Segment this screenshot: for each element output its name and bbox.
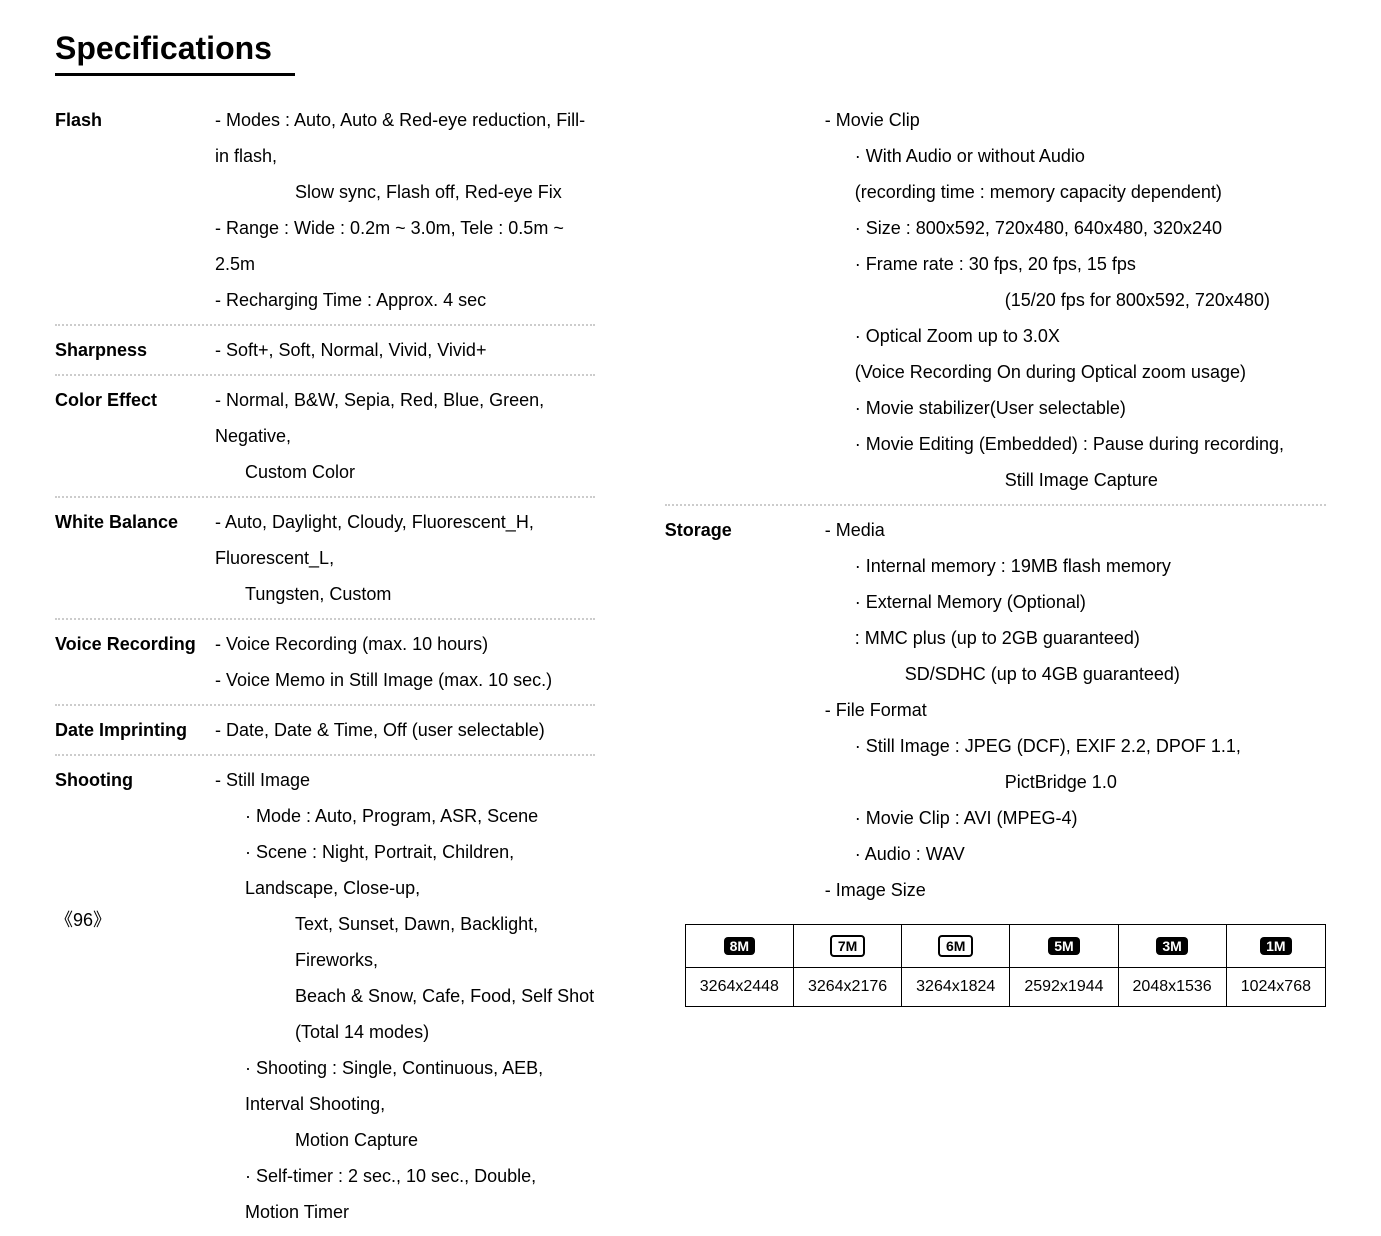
spec-label: White Balance bbox=[55, 504, 215, 540]
spec-line: Custom Color bbox=[215, 454, 595, 490]
spec-line: Tungsten, Custom bbox=[215, 576, 595, 612]
spec-body: - Modes : Auto, Auto & Red-eye reduction… bbox=[215, 102, 595, 318]
spec-row: Date Imprinting- Date, Date & Time, Off … bbox=[55, 706, 595, 756]
size-badge-cell: 1M bbox=[1226, 925, 1325, 968]
spec-line: · Movie stabilizer(User selectable) bbox=[825, 390, 1326, 426]
spec-line: (recording time : memory capacity depend… bbox=[825, 174, 1326, 210]
spec-line: : MMC plus (up to 2GB guaranteed) bbox=[825, 620, 1326, 656]
spec-row: White Balance- Auto, Daylight, Cloudy, F… bbox=[55, 498, 595, 620]
spec-line: Text, Sunset, Dawn, Backlight, Fireworks… bbox=[215, 906, 595, 978]
spec-line: PictBridge 1.0 bbox=[825, 764, 1326, 800]
page-number: 《96》 bbox=[55, 906, 111, 932]
size-value-cell: 3264x2176 bbox=[793, 968, 901, 1007]
spec-body: - Movie Clip· With Audio or without Audi… bbox=[825, 102, 1326, 498]
spec-line: - Modes : Auto, Auto & Red-eye reduction… bbox=[215, 102, 595, 174]
spec-line: (15/20 fps for 800x592, 720x480) bbox=[825, 282, 1326, 318]
spec-line: Motion Capture bbox=[215, 1122, 595, 1158]
size-badge: 1M bbox=[1260, 937, 1291, 955]
spec-line: · Movie Clip : AVI (MPEG-4) bbox=[825, 800, 1326, 836]
size-value-cell: 2592x1944 bbox=[1010, 968, 1118, 1007]
spec-label: Date Imprinting bbox=[55, 712, 215, 748]
spec-line: - Voice Memo in Still Image (max. 10 sec… bbox=[215, 662, 595, 698]
spec-line: - Media bbox=[825, 512, 1326, 548]
spec-line: - Recharging Time : Approx. 4 sec bbox=[215, 282, 595, 318]
spec-label: Shooting bbox=[55, 762, 215, 798]
spec-row: Sharpness- Soft+, Soft, Normal, Vivid, V… bbox=[55, 326, 595, 376]
size-badge: 5M bbox=[1048, 937, 1079, 955]
spec-body: - Auto, Daylight, Cloudy, Fluorescent_H,… bbox=[215, 504, 595, 612]
spec-row: Flash- Modes : Auto, Auto & Red-eye redu… bbox=[55, 96, 595, 326]
size-badge-cell: 6M bbox=[902, 925, 1010, 968]
spec-line: · Optical Zoom up to 3.0X bbox=[825, 318, 1326, 354]
spec-line: - Still Image bbox=[215, 762, 595, 798]
spec-line: · Self-timer : 2 sec., 10 sec., Double, … bbox=[215, 1158, 595, 1230]
spec-line: · Still Image : JPEG (DCF), EXIF 2.2, DP… bbox=[825, 728, 1326, 764]
size-value-cell: 1024x768 bbox=[1226, 968, 1325, 1007]
size-badge-cell: 5M bbox=[1010, 925, 1118, 968]
spec-row: Color Effect- Normal, B&W, Sepia, Red, B… bbox=[55, 376, 595, 498]
spec-label: Storage bbox=[665, 512, 825, 548]
spec-line: · Frame rate : 30 fps, 20 fps, 15 fps bbox=[825, 246, 1326, 282]
spec-line: · External Memory (Optional) bbox=[825, 584, 1326, 620]
spec-line: - Normal, B&W, Sepia, Red, Blue, Green, … bbox=[215, 382, 595, 454]
spec-line: Slow sync, Flash off, Red-eye Fix bbox=[215, 174, 595, 210]
spec-label: Flash bbox=[55, 102, 215, 138]
spec-body: - Still Image· Mode : Auto, Program, ASR… bbox=[215, 762, 595, 1230]
spec-line: · Scene : Night, Portrait, Children, Lan… bbox=[215, 834, 595, 906]
spec-body: - Soft+, Soft, Normal, Vivid, Vivid+ bbox=[215, 332, 595, 368]
spec-label: Sharpness bbox=[55, 332, 215, 368]
size-badge: 3M bbox=[1156, 937, 1187, 955]
spec-line: - Movie Clip bbox=[825, 102, 1326, 138]
spec-body: - Media· Internal memory : 19MB flash me… bbox=[825, 512, 1326, 908]
size-badge-cell: 8M bbox=[685, 925, 793, 968]
spec-row: Voice Recording- Voice Recording (max. 1… bbox=[55, 620, 595, 706]
spec-body: - Voice Recording (max. 10 hours)- Voice… bbox=[215, 626, 595, 698]
spec-line: - Date, Date & Time, Off (user selectabl… bbox=[215, 712, 595, 748]
image-size-table: 8M7M6M5M3M1M3264x24483264x21763264x18242… bbox=[685, 924, 1326, 1007]
spec-line: - Range : Wide : 0.2m ~ 3.0m, Tele : 0.5… bbox=[215, 210, 595, 282]
spec-body: - Normal, B&W, Sepia, Red, Blue, Green, … bbox=[215, 382, 595, 490]
spec-label: Voice Recording bbox=[55, 626, 215, 662]
right-column: - Movie Clip· With Audio or without Audi… bbox=[665, 96, 1326, 1236]
spec-line: (Total 14 modes) bbox=[215, 1014, 595, 1050]
size-value-cell: 3264x2448 bbox=[685, 968, 793, 1007]
spec-line: - Voice Recording (max. 10 hours) bbox=[215, 626, 595, 662]
spec-line: · Shooting : Single, Continuous, AEB, In… bbox=[215, 1050, 595, 1122]
columns-wrapper: Flash- Modes : Auto, Auto & Red-eye redu… bbox=[55, 96, 1326, 1236]
spec-line: - Auto, Daylight, Cloudy, Fluorescent_H,… bbox=[215, 504, 595, 576]
spec-line: - Soft+, Soft, Normal, Vivid, Vivid+ bbox=[215, 332, 595, 368]
spec-line: Still Image Capture bbox=[825, 462, 1326, 498]
spec-line: · Audio : WAV bbox=[825, 836, 1326, 872]
spec-body: - Date, Date & Time, Off (user selectabl… bbox=[215, 712, 595, 748]
spec-line: SD/SDHC (up to 4GB guaranteed) bbox=[825, 656, 1326, 692]
spec-line: · Movie Editing (Embedded) : Pause durin… bbox=[825, 426, 1326, 462]
spec-line: (Voice Recording On during Optical zoom … bbox=[825, 354, 1326, 390]
spec-row: Shooting- Still Image· Mode : Auto, Prog… bbox=[55, 756, 595, 1236]
spec-row: - Movie Clip· With Audio or without Audi… bbox=[665, 96, 1326, 506]
spec-line: · Mode : Auto, Program, ASR, Scene bbox=[215, 798, 595, 834]
spec-label: Color Effect bbox=[55, 382, 215, 418]
size-badge-cell: 7M bbox=[793, 925, 901, 968]
spec-line: · With Audio or without Audio bbox=[825, 138, 1326, 174]
size-value-cell: 2048x1536 bbox=[1118, 968, 1226, 1007]
spec-line: · Size : 800x592, 720x480, 640x480, 320x… bbox=[825, 210, 1326, 246]
page-title: Specifications bbox=[55, 30, 295, 76]
spec-line: · Internal memory : 19MB flash memory bbox=[825, 548, 1326, 584]
left-column: Flash- Modes : Auto, Auto & Red-eye redu… bbox=[55, 96, 595, 1236]
size-badge-cell: 3M bbox=[1118, 925, 1226, 968]
spec-line: - Image Size bbox=[825, 872, 1326, 908]
size-value-cell: 3264x1824 bbox=[902, 968, 1010, 1007]
spec-row: Storage- Media· Internal memory : 19MB f… bbox=[665, 506, 1326, 914]
spec-line: - File Format bbox=[825, 692, 1326, 728]
size-badge: 8M bbox=[724, 937, 755, 955]
spec-line: Beach & Snow, Cafe, Food, Self Shot bbox=[215, 978, 595, 1014]
